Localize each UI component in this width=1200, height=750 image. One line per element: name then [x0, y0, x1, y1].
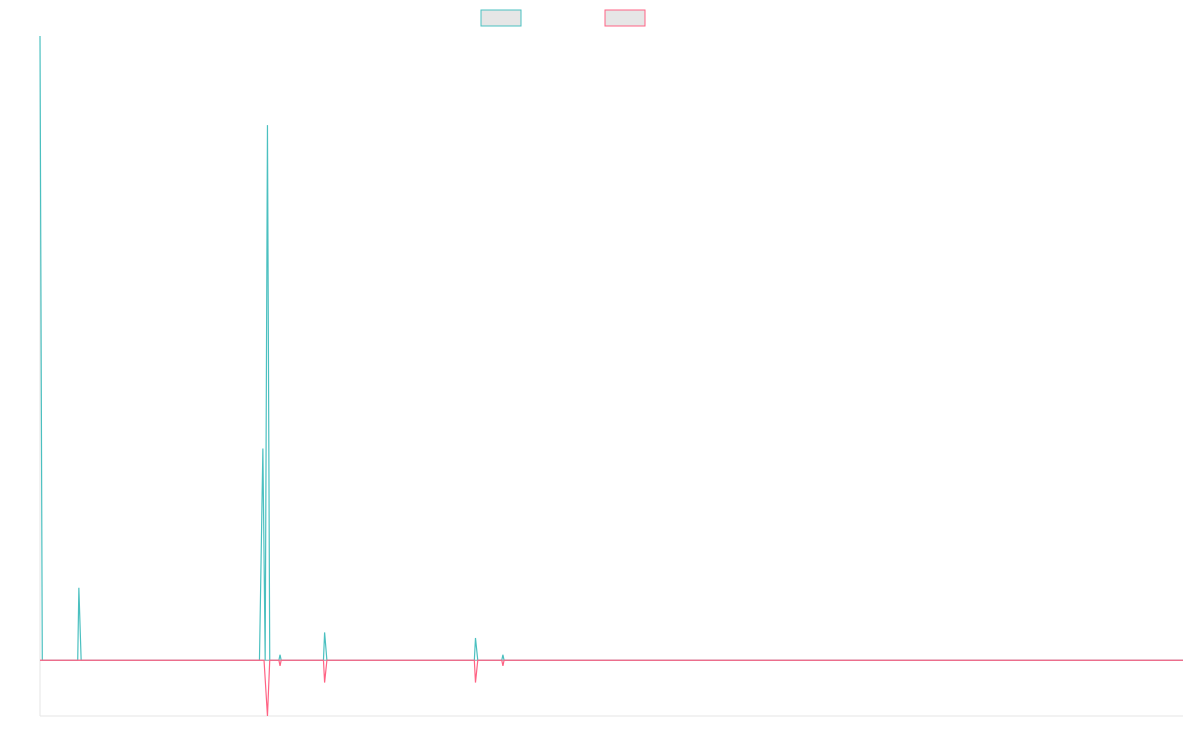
legend [480, 9, 646, 27]
series-line-2 [40, 659, 1183, 717]
legend-swatch-2[interactable] [604, 9, 646, 27]
series-line-1 [39, 35, 1183, 661]
legend-swatch-1[interactable] [480, 9, 522, 27]
plot-area [39, 35, 1183, 717]
series-group [39, 35, 1183, 717]
